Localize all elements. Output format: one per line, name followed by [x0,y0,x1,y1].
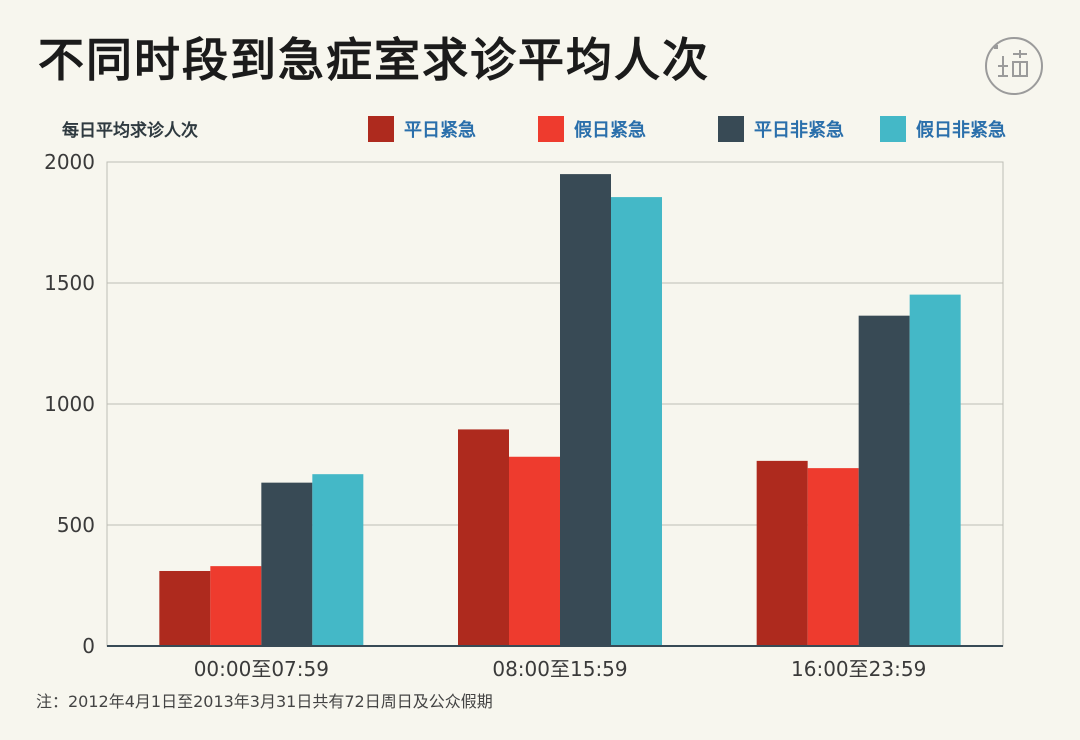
footnote: 注：2012年4月1日至2013年3月31日共有72日周日及公众假期 [36,692,493,711]
y-tick-label: 0 [82,634,95,658]
legend-item: 平日紧急 [368,114,476,144]
y-axis-label: 每日平均求诊人次 [62,121,198,141]
legend-item: 假日非紧急 [880,114,1006,144]
legend-swatch [368,116,394,142]
legend-item: 平日非紧急 [718,114,844,144]
y-tick-label: 2000 [44,150,95,174]
bar [858,315,910,646]
bar [261,482,313,646]
bar [210,566,262,646]
legend-swatch [880,116,906,142]
y-tick-label: 500 [57,513,95,537]
legend-label: 假日非紧急 [916,120,1006,141]
legend-swatch [538,116,564,142]
bar [509,456,560,646]
legend-label: 平日紧急 [404,120,476,141]
bar [159,570,211,646]
bar [560,174,611,646]
y-tick-label: 1000 [44,392,95,416]
bar [611,197,662,646]
logo-icon [985,37,1043,95]
bar [807,468,859,646]
legend-label: 假日紧急 [574,120,646,141]
legend: 平日紧急 假日紧急 平日非紧急 假日非紧急 [0,114,1080,146]
y-tick-label: 1500 [44,271,95,295]
x-tick-label: 08:00至15:59 [492,657,627,681]
bar [756,460,808,646]
bar [909,294,961,646]
legend-item: 假日紧急 [538,114,646,144]
legend-label: 平日非紧急 [754,120,844,141]
bar [458,429,509,646]
chart-title: 不同时段到急症室求诊平均人次 [38,33,710,87]
x-tick-label: 16:00至23:59 [791,657,926,681]
bar [312,474,364,646]
x-tick-label: 00:00至07:59 [194,657,329,681]
legend-swatch [718,116,744,142]
